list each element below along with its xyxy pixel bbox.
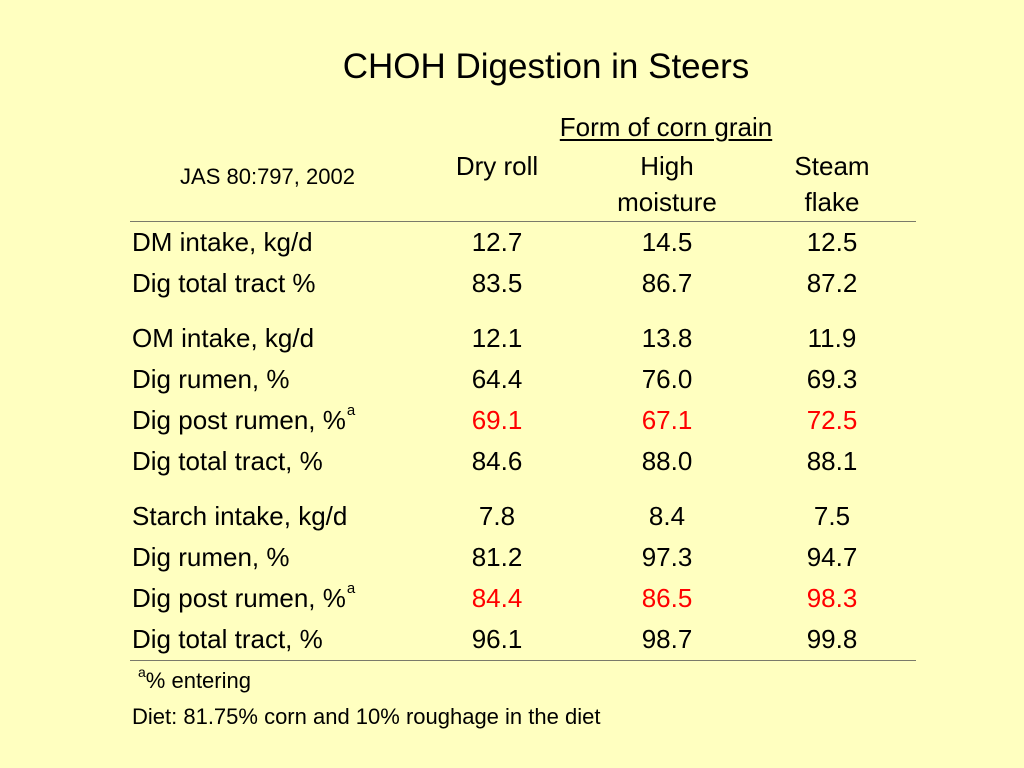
table-cell: 69.3: [806, 364, 858, 394]
table-row: Dig total tract, % 84.6 88.0 88.1: [0, 441, 1024, 481]
table-cell: 12.7: [471, 227, 523, 257]
table-row: Dig total tract % 83.5 86.7 87.2: [0, 263, 1024, 303]
table-cell: 67.1: [641, 405, 693, 435]
column-header-steam-flake: Steam flake: [794, 151, 870, 217]
table-cell: 12.1: [471, 323, 523, 353]
column-group-header: Form of corn grain: [559, 112, 773, 142]
table-cell: 14.5: [641, 227, 693, 257]
table-top-rule: [130, 221, 916, 222]
table-cell: 84.6: [471, 446, 523, 476]
row-label-text: Dig total tract, %: [132, 446, 323, 476]
table-cell: 7.5: [813, 501, 851, 531]
table-row: OM intake, kg/d 12.1 13.8 11.9: [0, 318, 1024, 358]
table-cell: 96.1: [471, 624, 523, 654]
table-cell: 97.3: [641, 542, 693, 572]
column-header-dry-roll: Dry roll: [455, 151, 539, 181]
column-header-high-moisture: High moisture: [617, 151, 717, 217]
table-cell: 83.5: [471, 268, 523, 298]
table-cell: 8.4: [648, 501, 686, 531]
table-row: Dig post rumen, %a 84.4 86.5 98.3: [0, 578, 1024, 618]
table-cell: 86.7: [641, 268, 693, 298]
table-row: Dig total tract, % 96.1 98.7 99.8: [0, 619, 1024, 659]
table-row: DM intake, kg/d 12.7 14.5 12.5: [0, 222, 1024, 262]
table-cell: 11.9: [807, 323, 857, 353]
table-cell: 99.8: [806, 624, 858, 654]
table-cell: 81.2: [471, 542, 523, 572]
row-label-text: Dig rumen, %: [132, 364, 290, 394]
row-label: Dig rumen, %: [132, 537, 290, 577]
table-row: Dig rumen, % 64.4 76.0 69.3: [0, 359, 1024, 399]
table-row: Dig rumen, % 81.2 97.3 94.7: [0, 537, 1024, 577]
table-cell: 87.2: [806, 268, 858, 298]
citation: JAS 80:797, 2002: [180, 164, 355, 189]
table-cell: 69.1: [471, 405, 523, 435]
footnote-text: % entering: [145, 668, 251, 693]
table-cell: 98.3: [806, 583, 858, 613]
table-cell: 98.7: [641, 624, 693, 654]
table-cell: 72.5: [806, 405, 858, 435]
row-label: DM intake, kg/d: [132, 222, 313, 262]
diet-note: Diet: 81.75% corn and 10% roughage in th…: [132, 704, 601, 729]
row-label-text: Dig rumen, %: [132, 542, 290, 572]
footnote-marker: a: [346, 580, 356, 598]
table-cell: 13.8: [641, 323, 693, 353]
table-cell: 84.4: [471, 583, 523, 613]
row-label: Dig total tract, %: [132, 441, 323, 481]
row-label: OM intake, kg/d: [132, 318, 314, 358]
row-label-text: DM intake, kg/d: [132, 227, 313, 257]
table-cell: 88.0: [641, 446, 693, 476]
table-cell: 94.7: [806, 542, 858, 572]
row-label-text: Dig post rumen, %: [132, 405, 346, 435]
footnote-marker: a: [346, 402, 356, 420]
table-cell: 86.5: [641, 583, 693, 613]
table-row: Starch intake, kg/d 7.8 8.4 7.5: [0, 496, 1024, 536]
row-label: Dig total tract, %: [132, 619, 323, 659]
slide-title: CHOH Digestion in Steers: [342, 47, 750, 86]
row-label-text: OM intake, kg/d: [132, 323, 315, 353]
row-label: Dig post rumen, %a: [132, 578, 355, 618]
row-label-text: Dig total tract %: [132, 268, 316, 298]
footnote: a% entering: [138, 665, 251, 697]
footnote-marker: a: [138, 663, 146, 680]
row-label-text: Starch intake, kg/d: [132, 501, 348, 531]
row-label-text: Dig post rumen, %: [132, 583, 346, 613]
table-row: Dig post rumen, %a 69.1 67.1 72.5: [0, 400, 1024, 440]
row-label: Starch intake, kg/d: [132, 496, 347, 536]
table-cell: 88.1: [806, 446, 858, 476]
table-cell: 12.5: [806, 227, 858, 257]
row-label-text: Dig total tract, %: [132, 624, 323, 654]
table-bottom-rule: [130, 660, 916, 661]
table-cell: 7.8: [478, 501, 516, 531]
row-label: Dig total tract %: [132, 263, 316, 303]
row-label: Dig post rumen, %a: [132, 400, 355, 440]
table-cell: 76.0: [641, 364, 693, 394]
table-cell: 64.4: [471, 364, 523, 394]
row-label: Dig rumen, %: [132, 359, 290, 399]
